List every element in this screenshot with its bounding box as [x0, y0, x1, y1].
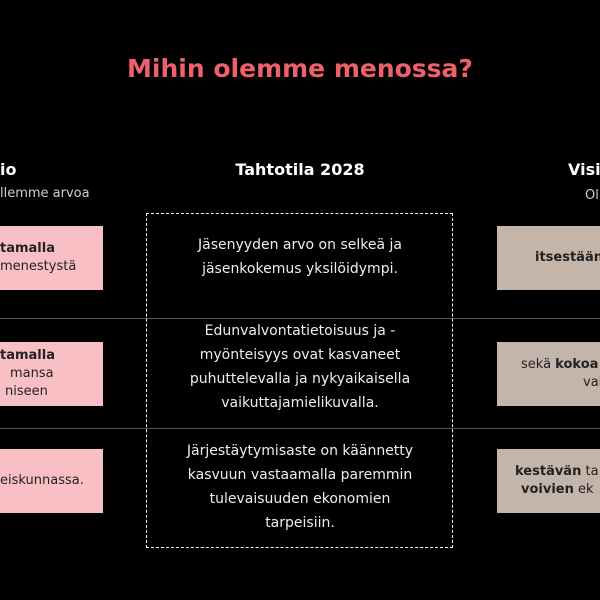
text-segment: tamalla — [0, 241, 55, 256]
paragraph: Jäsenyyden arvo on selkeä ja jäsenkokemus… — [150, 233, 450, 281]
paragraph-line: Järjestäytymisaste on käännetty — [186, 443, 414, 459]
box-line: voivien ek — [521, 481, 594, 499]
separator — [0, 428, 600, 429]
box-line: mansa — [10, 365, 54, 383]
box-line: eiskunnassa. — [0, 472, 84, 490]
text-segment: ta — [581, 464, 599, 479]
separator — [0, 318, 600, 319]
paragraph-line: myönteisyys ovat kasvaneet — [199, 347, 401, 363]
text-segment: niseen — [5, 384, 48, 399]
text-box — [497, 342, 600, 406]
text-segment: eiskunnassa. — [0, 473, 84, 488]
box-line: vai — [583, 374, 600, 392]
paragraph-line: kasvuun vastaamalla paremmin — [187, 467, 413, 483]
text-segment: menestystä — [0, 259, 77, 274]
text-segment: mansa — [10, 366, 54, 381]
paragraph-line: jäsenkokemus yksilöidympi. — [202, 261, 398, 277]
box-line: sekä kokoa — [521, 356, 598, 374]
box-line: itsestään — [535, 249, 600, 267]
text-segment: vai — [583, 375, 600, 390]
paragraph-line: Jäsenyyden arvo on selkeä ja — [198, 237, 402, 253]
text-segment: voivien — [521, 482, 574, 497]
text-box — [0, 342, 103, 406]
column-subheading: Ol — [585, 188, 599, 203]
text-segment: itsestään — [535, 250, 600, 265]
dashed-frame — [146, 213, 453, 548]
column-heading: Visi — [568, 160, 600, 179]
text-box — [497, 226, 600, 290]
paragraph-line: puhuttelevalla ja nykyaikaisella — [189, 371, 411, 387]
text-box — [497, 449, 600, 513]
paragraph-line: tulevaisuuden ekonomien — [209, 491, 391, 507]
box-line: tamalla — [0, 347, 55, 365]
text-segment: ek — [573, 482, 594, 497]
box-line: niseen — [5, 383, 48, 401]
box-line: kestävän ta — [515, 463, 599, 481]
column-heading: io — [0, 160, 17, 179]
paragraph: Järjestäytymisaste on käännetty kasvuun v… — [150, 439, 450, 535]
column-subheading: llemme arvoa — [0, 186, 90, 201]
text-segment: kestävän — [515, 464, 582, 479]
text-box — [0, 449, 103, 513]
text-segment: kokoa — [555, 357, 599, 372]
text-segment: tamalla — [0, 348, 55, 363]
slide-title: Mihin olemme menossa? — [127, 54, 473, 83]
column-heading: Tahtotila 2028 — [235, 160, 365, 179]
paragraph-line: vaikuttajamielikuvalla. — [221, 395, 379, 411]
box-line: tamalla — [0, 240, 55, 258]
paragraph: Edunvalvontatietoisuus ja - myönteisyys o… — [150, 319, 450, 415]
paragraph-line: Edunvalvontatietoisuus ja - — [204, 323, 396, 339]
box-line: menestystä — [0, 258, 76, 276]
paragraph-line: tarpeisiin. — [265, 515, 335, 531]
text-segment: sekä — [521, 357, 556, 372]
text-box — [0, 226, 103, 290]
